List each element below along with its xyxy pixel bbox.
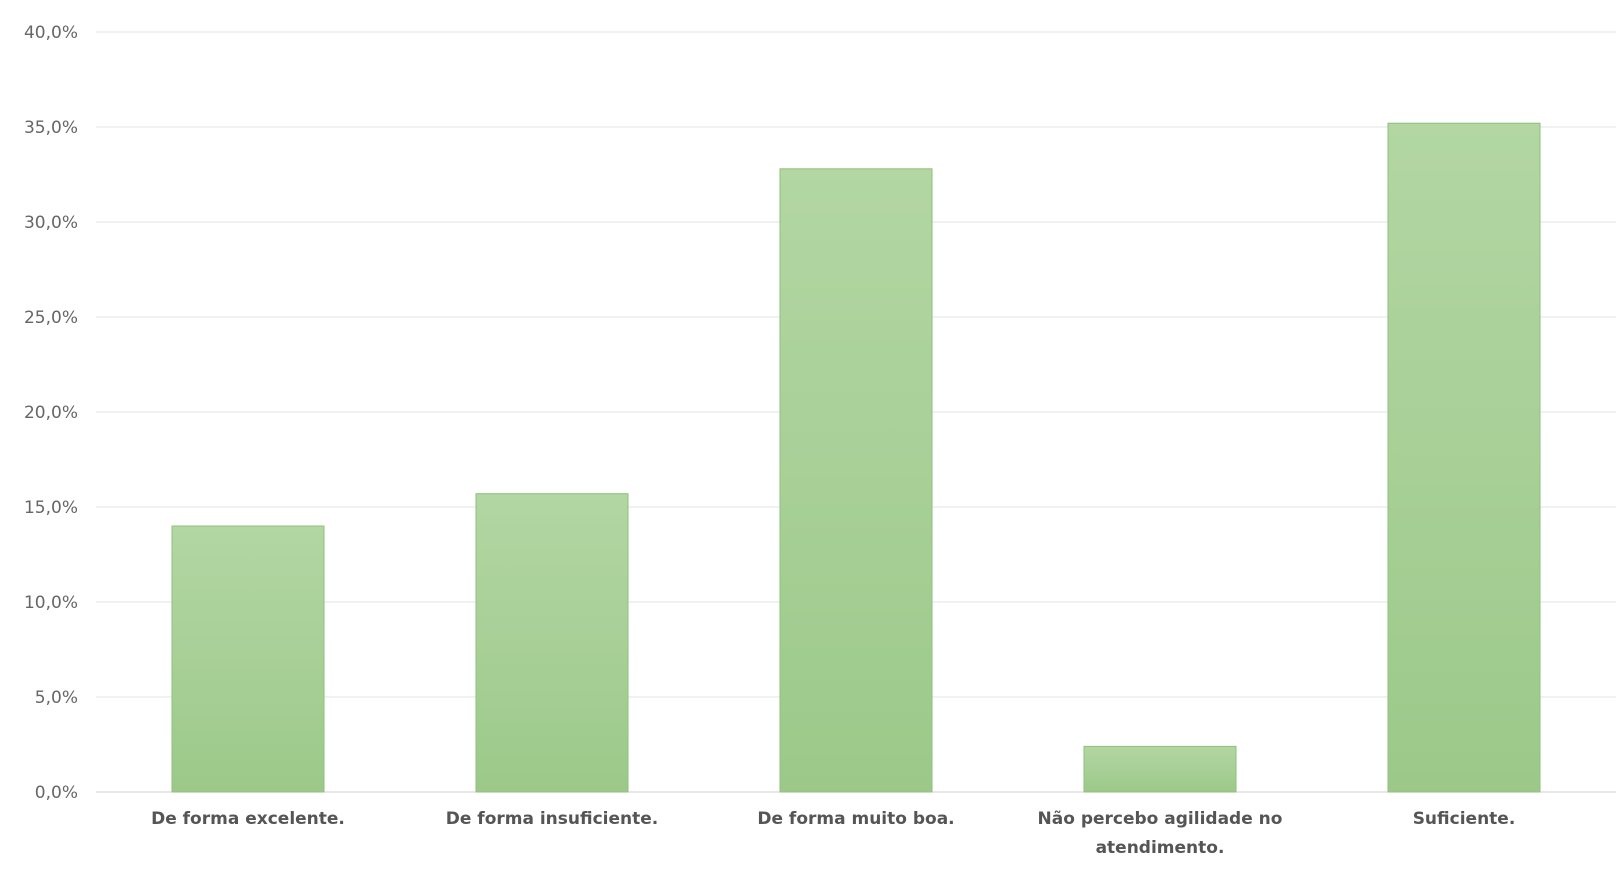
x-axis-labels: De forma excelente. De forma insuficiente… <box>151 809 1515 858</box>
y-tick-label: 30,0% <box>24 213 78 233</box>
y-tick-label: 15,0% <box>24 498 78 518</box>
x-tick-label-line: Suficiente. <box>1413 809 1516 829</box>
x-tick-label: Suficiente. <box>1413 809 1516 829</box>
x-tick-label-line: Não percebo agilidade no <box>1038 809 1283 829</box>
y-tick-label: 0,0% <box>35 783 78 803</box>
x-tick-label-line: De forma muito boa. <box>757 809 954 829</box>
bar <box>475 493 629 793</box>
y-tick-label: 20,0% <box>24 403 78 423</box>
bars <box>171 122 1541 793</box>
bar <box>779 168 933 793</box>
y-tick-label: 10,0% <box>24 593 78 613</box>
x-tick-label-line: De forma excelente. <box>151 809 345 829</box>
y-tick-label: 5,0% <box>35 688 78 708</box>
y-tick-label: 25,0% <box>24 308 78 328</box>
x-tick-label-line: De forma insuficiente. <box>446 809 659 829</box>
y-tick-label: 40,0% <box>24 23 78 43</box>
x-tick-label: Não percebo agilidade no atendimento. <box>1038 809 1283 858</box>
y-tick-label: 35,0% <box>24 118 78 138</box>
x-tick-label-line: atendimento. <box>1096 838 1225 858</box>
x-tick-label: De forma excelente. <box>151 809 345 829</box>
bar <box>1387 122 1541 793</box>
bar <box>171 525 325 793</box>
x-tick-label: De forma insuficiente. <box>446 809 659 829</box>
bar <box>1083 745 1237 793</box>
y-axis-labels: 0,0% 5,0% 10,0% 15,0% 20,0% 25,0% 30,0% 35,0% 40… <box>24 23 78 803</box>
x-tick-label: De forma muito boa. <box>757 809 954 829</box>
